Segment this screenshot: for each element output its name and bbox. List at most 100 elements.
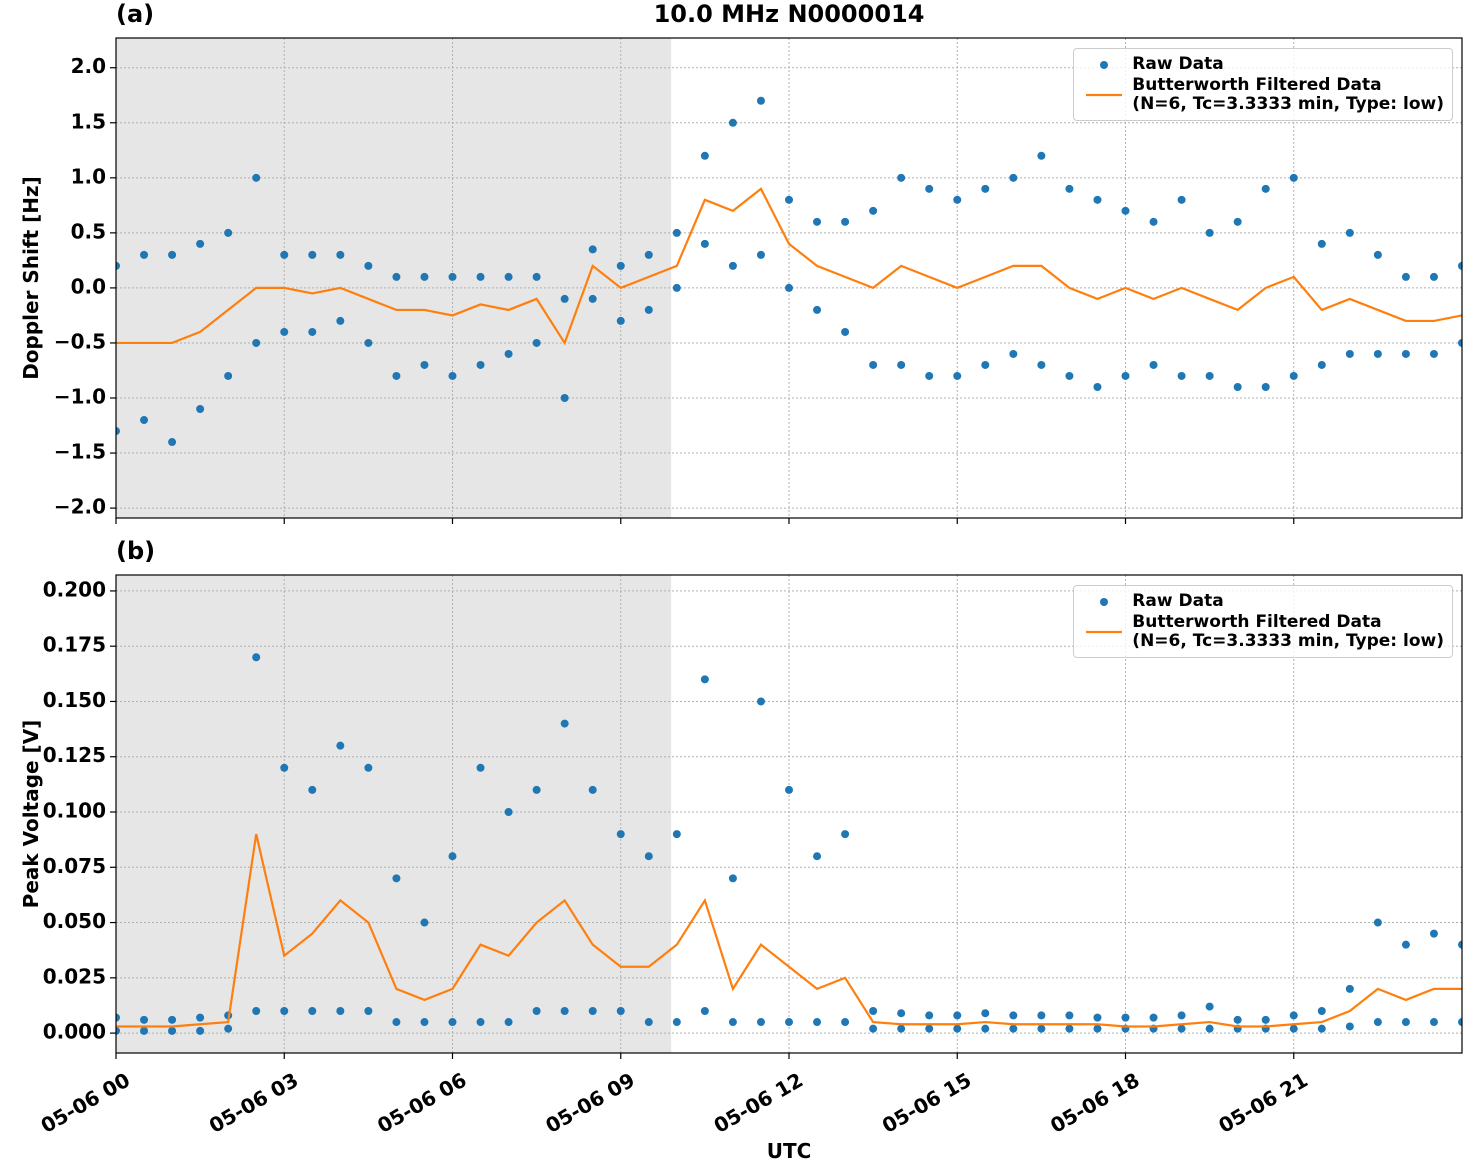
raw-point: [785, 785, 793, 794]
raw-point: [1205, 228, 1214, 237]
raw-point: [1345, 228, 1354, 237]
raw-point: [116, 427, 120, 436]
y-tick-label: 0.5: [71, 219, 106, 243]
y-tick-label: 0.025: [43, 964, 106, 988]
raw-point: [869, 1024, 878, 1033]
raw-point: [420, 360, 429, 369]
raw-point: [981, 1024, 990, 1033]
raw-point: [1065, 371, 1074, 380]
raw-point: [1233, 217, 1242, 226]
shaded-span: [116, 575, 672, 1053]
raw-point: [392, 874, 401, 883]
y-tick-label: 1.0: [71, 164, 106, 188]
raw-point: [1289, 371, 1298, 380]
y-tick-label: 2.0: [71, 54, 106, 78]
y-tick-label: −2.0: [54, 495, 106, 519]
raw-point: [897, 1024, 906, 1033]
raw-point: [813, 305, 822, 314]
raw-point: [756, 697, 765, 706]
raw-point: [588, 1006, 597, 1015]
raw-point: [1261, 382, 1270, 391]
legend-label: Raw Data: [1132, 54, 1224, 74]
raw-point: [1429, 349, 1438, 358]
raw-point: [560, 1006, 569, 1015]
raw-point: [953, 1011, 962, 1020]
raw-point: [1121, 1013, 1130, 1022]
raw-point: [280, 1006, 289, 1015]
raw-point: [869, 206, 878, 215]
raw-point: [616, 830, 625, 839]
raw-point: [504, 1018, 513, 1027]
raw-point: [841, 217, 850, 226]
raw-point: [448, 272, 457, 281]
legend-swatch: [1100, 60, 1109, 69]
raw-point: [280, 250, 289, 259]
plot-area: [116, 575, 1462, 1053]
legend-swatch: [1086, 630, 1123, 634]
raw-point: [1429, 272, 1438, 281]
raw-point: [700, 151, 709, 160]
raw-point: [981, 184, 990, 193]
raw-point: [1121, 371, 1130, 380]
y-tick-label: −0.5: [54, 329, 106, 353]
raw-point: [1065, 184, 1074, 193]
legend-label: Butterworth Filtered Data (N=6, Tc=3.333…: [1132, 75, 1444, 114]
x-tick-label: 05-06 00: [37, 1068, 135, 1138]
legend-marker: [1100, 597, 1109, 606]
raw-point: [1177, 371, 1186, 380]
raw-point: [616, 1006, 625, 1015]
legend-entry: Butterworth Filtered Data (N=6, Tc=3.333…: [1082, 76, 1444, 114]
y-tick-label: 0.100: [43, 799, 106, 823]
raw-point: [1373, 918, 1382, 927]
raw-point: [672, 283, 681, 292]
raw-point: [1037, 360, 1046, 369]
raw-point: [560, 719, 569, 728]
raw-point: [981, 1009, 990, 1018]
raw-point: [1233, 382, 1242, 391]
raw-point: [756, 1018, 765, 1027]
raw-point: [532, 272, 541, 281]
raw-point: [140, 1015, 149, 1024]
raw-point: [308, 785, 317, 794]
raw-point: [1009, 173, 1018, 182]
raw-point: [116, 1013, 120, 1022]
raw-point: [1009, 1024, 1018, 1033]
raw-point: [841, 327, 850, 336]
raw-point: [308, 250, 317, 259]
raw-point: [1345, 984, 1354, 993]
y-tick-label: −1.0: [54, 385, 106, 409]
raw-point: [813, 852, 822, 861]
raw-point: [925, 371, 934, 380]
raw-point: [588, 785, 597, 794]
raw-point: [588, 245, 597, 254]
raw-point: [1317, 1024, 1326, 1033]
raw-point: [476, 360, 485, 369]
raw-point: [1149, 360, 1158, 369]
raw-point: [1373, 250, 1382, 259]
x-tick-label: 05-06 12: [710, 1068, 808, 1138]
raw-point: [336, 1006, 345, 1015]
raw-point: [925, 1011, 934, 1020]
legend-entry: Raw Data: [1082, 55, 1444, 74]
raw-point: [308, 1006, 317, 1015]
raw-point: [476, 1018, 485, 1027]
filtered-line: [116, 187, 1462, 346]
raw-point: [1429, 929, 1438, 938]
raw-point: [1458, 940, 1462, 949]
raw-point: [644, 305, 653, 314]
legend: Raw Data Butterworth Filtered Data (N=6, …: [1073, 48, 1453, 121]
raw-point: [1205, 1024, 1214, 1033]
raw-point: [644, 852, 653, 861]
raw-point: [1317, 239, 1326, 248]
legend-label: Raw Data: [1132, 591, 1224, 611]
raw-point: [168, 250, 177, 259]
raw-point: [672, 830, 681, 839]
y-tick-label: 1.5: [71, 109, 106, 133]
raw-point: [897, 1009, 906, 1018]
raw-point: [1345, 349, 1354, 358]
raw-point: [196, 1013, 205, 1022]
legend-swatch: [1086, 93, 1123, 97]
raw-point: [560, 294, 569, 303]
